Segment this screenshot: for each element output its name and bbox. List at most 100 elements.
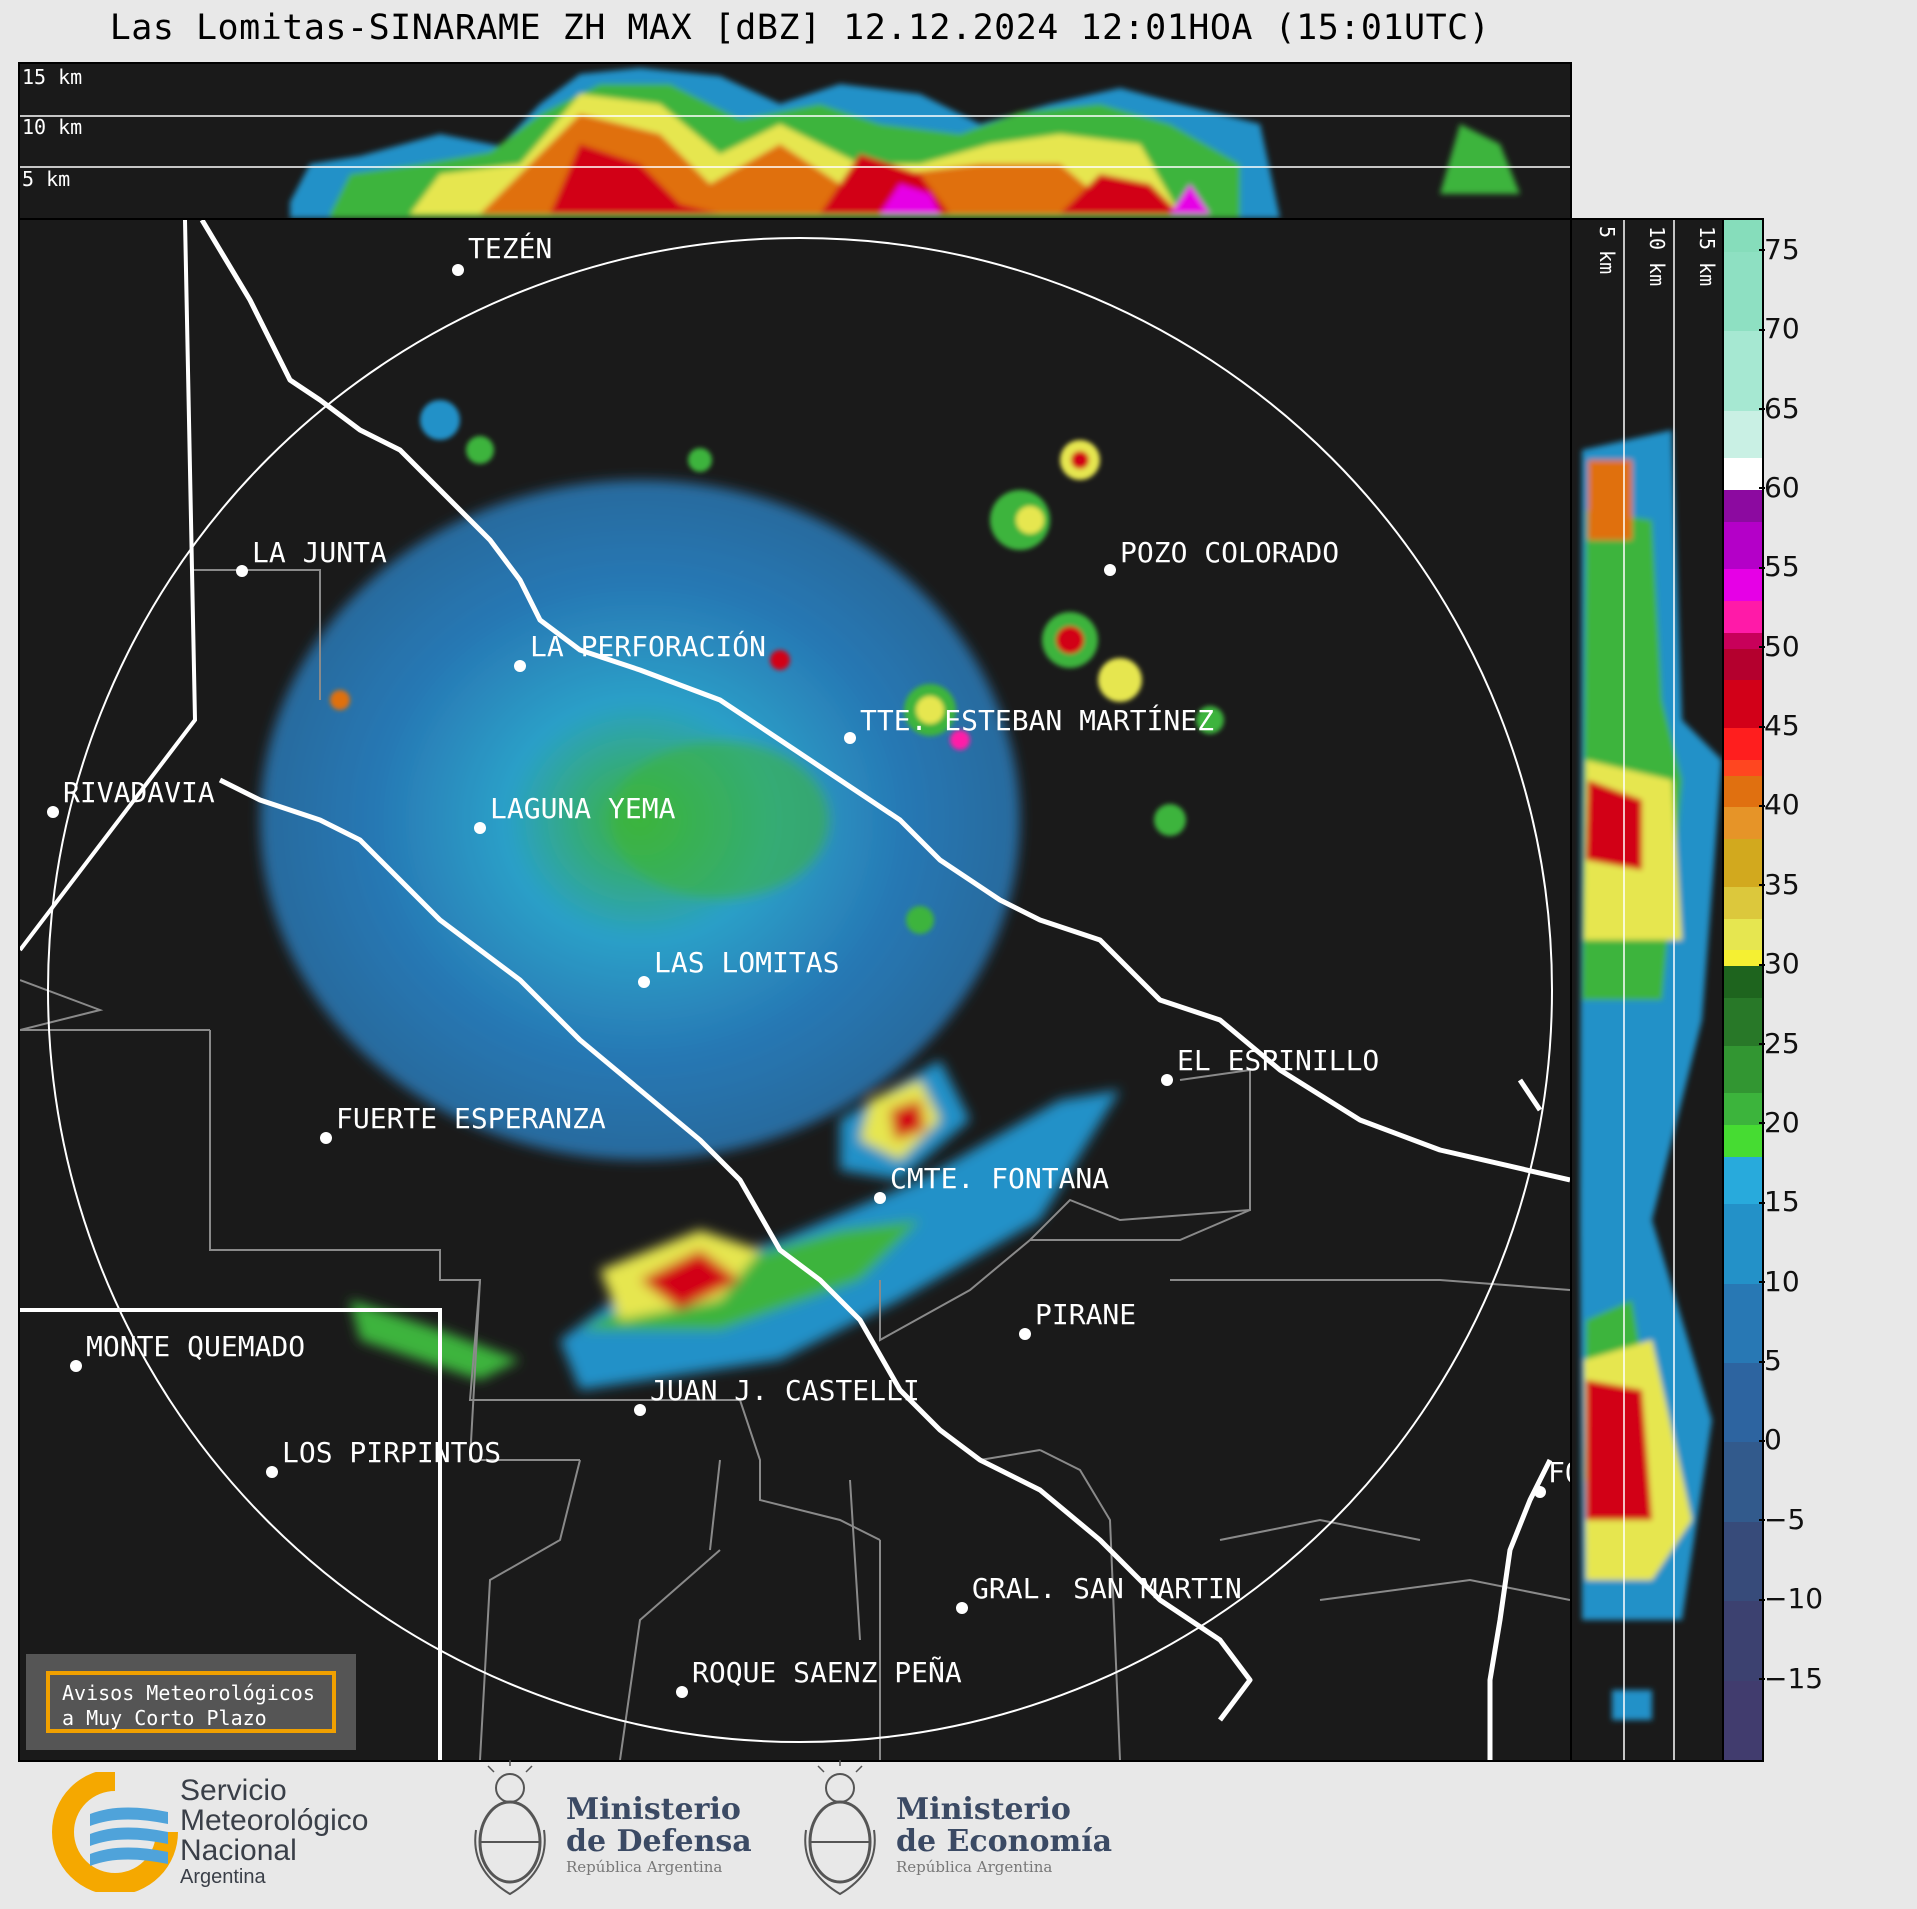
colorbar-segment	[1724, 458, 1762, 491]
smn-line-1: Servicio	[180, 1774, 287, 1807]
colorbar-tick-label: −15	[1758, 1661, 1824, 1695]
locality-tte-esteban-martinez[interactable]: TTE. ESTEBAN MARTÍNEZ	[844, 703, 1214, 744]
localities: TEZÉN LA JUNTA POZO COLORADO LA PERFORAC…	[47, 231, 1570, 1698]
colorbar-tick-label: 15	[1759, 1185, 1800, 1219]
department-borders	[20, 569, 1570, 1760]
economia-emblem	[804, 1760, 876, 1896]
smn-line-2: Meteorológico	[180, 1804, 369, 1837]
locality-laguna-yema[interactable]: LAGUNA YEMA	[474, 792, 676, 834]
radar-map[interactable]: TEZÉN LA JUNTA POZO COLORADO LA PERFORAC…	[18, 218, 1572, 1762]
colorbar-segment	[1724, 1156, 1762, 1205]
colorbar-segment	[1724, 1204, 1762, 1285]
locality-gral-san-martin[interactable]: GRAL. SAN MARTIN	[956, 1572, 1242, 1614]
side-height-label-5: 5 km	[1595, 226, 1619, 274]
svg-text:FORMOSA: FORMOSA	[1548, 1456, 1570, 1489]
colorbar-segment	[1724, 632, 1762, 650]
radar-range-ring	[47, 237, 1553, 1743]
colorbar-segment	[1724, 1093, 1762, 1126]
colorbar-segment	[1724, 886, 1762, 920]
locality-rivadavia[interactable]: RIVADAVIA	[47, 776, 215, 818]
colorbar-segment	[1724, 728, 1762, 761]
top-profile-echoes	[290, 68, 1520, 218]
svg-text:GRAL. SAN MARTIN: GRAL. SAN MARTIN	[972, 1572, 1242, 1605]
colorbar-segment	[1724, 1124, 1762, 1158]
svg-text:LAS LOMITAS: LAS LOMITAS	[654, 946, 839, 979]
colorbar-tick-label: 5	[1759, 1344, 1782, 1378]
defensa-line-2: de Defensa	[566, 1824, 752, 1859]
svg-text:PIRANE: PIRANE	[1035, 1298, 1136, 1331]
colorbar-tick-label: 65	[1759, 391, 1800, 425]
svg-text:LOS PIRPINTOS: LOS PIRPINTOS	[282, 1436, 501, 1469]
side-height-label-10: 10 km	[1645, 226, 1669, 286]
colorbar-segment	[1724, 251, 1762, 332]
colorbar-segment	[1724, 807, 1762, 840]
colorbar-segment	[1724, 680, 1762, 729]
colorbar-segment	[1724, 966, 1762, 999]
locality-pirane[interactable]: PIRANE	[1019, 1298, 1136, 1340]
svg-text:EL ESPINILLO: EL ESPINILLO	[1177, 1044, 1379, 1077]
locality-roque-saenz-pena[interactable]: ROQUE SAENZ PEÑA	[676, 1655, 962, 1698]
colorbar-segment	[1724, 1045, 1762, 1094]
colorbar-segment	[1724, 759, 1762, 777]
defensa-line-1: Ministerio	[566, 1792, 741, 1827]
colorbar-segment	[1724, 1283, 1762, 1364]
radar-echoes	[260, 400, 1224, 1390]
national-borders	[20, 220, 442, 1760]
locality-pozo-colorado[interactable]: POZO COLORADO	[1104, 536, 1339, 576]
radar-map-svg: TEZÉN LA JUNTA POZO COLORADO LA PERFORAC…	[20, 220, 1570, 1760]
svg-text:LA PERFORACIÓN: LA PERFORACIÓN	[530, 629, 766, 663]
svg-text:LAGUNA YEMA: LAGUNA YEMA	[490, 792, 676, 825]
colorbar-tick-label: 55	[1759, 550, 1800, 584]
locality-fuerte-esperanza[interactable]: FUERTE ESPERANZA	[320, 1102, 606, 1144]
colorbar-segment	[1724, 648, 1762, 681]
svg-text:MONTE QUEMADO: MONTE QUEMADO	[86, 1330, 305, 1363]
svg-text:JUAN J. CASTELLI: JUAN J. CASTELLI	[650, 1374, 920, 1407]
colorbar-segment	[1724, 521, 1762, 570]
colorbar-segment	[1724, 569, 1762, 602]
svg-text:POZO COLORADO: POZO COLORADO	[1120, 536, 1339, 569]
colorbar-segment	[1724, 1442, 1762, 1523]
colorbar-segment	[1724, 839, 1762, 888]
svg-text:CMTE. FONTANA: CMTE. FONTANA	[890, 1162, 1109, 1195]
locality-los-pirpintos[interactable]: LOS PIRPINTOS	[266, 1436, 501, 1478]
defensa-logo: Ministerio de Defensa República Argentin…	[470, 1760, 770, 1900]
colorbar-tick-label: 70	[1759, 312, 1800, 346]
locality-cmte-fontana[interactable]: CMTE. FONTANA	[874, 1162, 1109, 1204]
locality-juan-j-castelli[interactable]: JUAN J. CASTELLI	[634, 1374, 920, 1416]
colorbar-segment	[1724, 601, 1762, 634]
smn-line-4: Argentina	[180, 1866, 266, 1888]
svg-text:FUERTE ESPERANZA: FUERTE ESPERANZA	[336, 1102, 606, 1135]
locality-monte-quemado[interactable]: MONTE QUEMADO	[70, 1330, 305, 1372]
smn-logo-mark	[52, 1769, 178, 1895]
colorbar	[1722, 218, 1764, 1762]
side-height-label-15: 15 km	[1695, 226, 1719, 286]
economia-line-3: República Argentina	[896, 1858, 1053, 1876]
colorbar-segment	[1724, 1363, 1762, 1443]
locality-las-lomitas[interactable]: LAS LOMITAS	[638, 946, 839, 988]
warning-line-1: Avisos Meteorológicos	[62, 1681, 315, 1705]
locality-la-perforacion[interactable]: LA PERFORACIÓN	[514, 629, 766, 672]
colorbar-segment	[1724, 950, 1762, 967]
colorbar-segment	[1724, 331, 1762, 411]
locality-el-espinillo[interactable]: EL ESPINILLO	[1161, 1044, 1379, 1086]
locality-la-junta[interactable]: LA JUNTA	[236, 536, 387, 577]
colorbar-tick-label: 50	[1759, 629, 1800, 663]
colorbar-segment	[1724, 489, 1762, 523]
svg-text:RIVADAVIA: RIVADAVIA	[63, 776, 215, 809]
smn-line-3: Nacional	[180, 1834, 297, 1867]
smn-logo: Servicio Meteorológico Nacional Argentin…	[50, 1769, 410, 1895]
colorbar-tick-label: 60	[1759, 470, 1800, 504]
economia-logo: Ministerio de Economía República Argenti…	[800, 1760, 1120, 1900]
province-borders	[199, 220, 1570, 1760]
colorbar-tick-label: 30	[1759, 947, 1800, 981]
locality-tezen[interactable]: TEZÉN	[452, 231, 552, 276]
economia-line-2: de Economía	[896, 1824, 1113, 1859]
chart-title: Las Lomitas-SINARAME ZH MAX [dBZ] 12.12.…	[109, 8, 1491, 48]
colorbar-tick-label: −5	[1758, 1502, 1806, 1536]
colorbar-segment	[1724, 775, 1762, 808]
colorbar-segment	[1724, 997, 1762, 1047]
svg-text:LA JUNTA: LA JUNTA	[252, 536, 387, 569]
warning-box[interactable]: Avisos Meteorológicos a Muy Corto Plazo	[26, 1654, 356, 1750]
locality-formosa[interactable]: FORMOSA	[1534, 1456, 1570, 1498]
defensa-emblem	[474, 1760, 546, 1896]
